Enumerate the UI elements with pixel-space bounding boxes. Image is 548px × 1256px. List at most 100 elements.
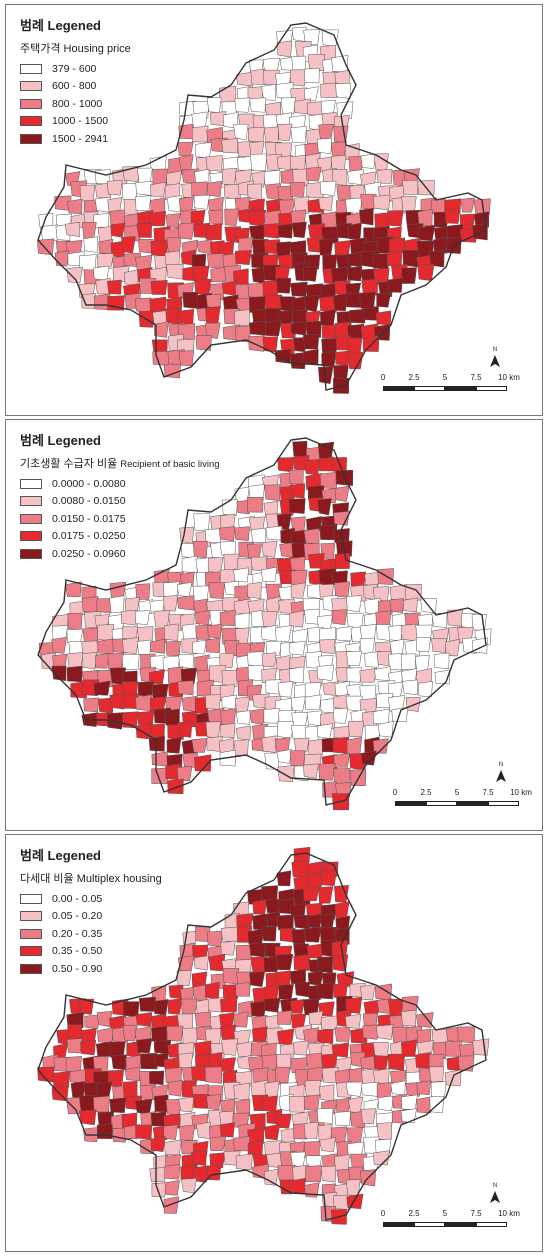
legend-label: 0.50 - 0.90: [52, 962, 103, 975]
district: [163, 623, 179, 641]
district: [316, 1108, 334, 1124]
district: [261, 611, 278, 628]
legend-label: 0.0000 - 0.0080: [52, 477, 126, 490]
district: [376, 1024, 394, 1040]
district: [193, 955, 209, 971]
district: [320, 1165, 337, 1183]
district: [373, 1068, 390, 1085]
district: [345, 292, 362, 308]
district: [205, 306, 221, 324]
legend-variable: 주택가격 Housing price: [20, 40, 131, 56]
district: [251, 1026, 268, 1042]
district: [135, 297, 152, 313]
district: [193, 1093, 210, 1109]
district: [345, 996, 363, 1014]
district: [219, 652, 234, 669]
district: [359, 667, 378, 683]
district: [362, 1024, 379, 1040]
district: [303, 1121, 319, 1139]
district: [207, 181, 223, 198]
district: [135, 195, 152, 211]
district: [320, 308, 336, 326]
district: [221, 281, 238, 296]
legend-item: 0.0150 - 0.0175: [20, 510, 220, 528]
variable-korean: 다세대 비율: [20, 873, 74, 885]
legend-variable: 다세대 비율 Multiplex housing: [20, 870, 162, 886]
district: [319, 295, 337, 313]
district: [191, 1165, 210, 1183]
legend-item: 0.0080 - 0.0150: [20, 493, 220, 511]
district: [250, 68, 266, 85]
district: [235, 1098, 251, 1116]
district: [302, 266, 318, 282]
scale-tick: 10 km: [498, 1209, 520, 1218]
district: [331, 940, 349, 957]
district: [277, 721, 295, 739]
district: [97, 253, 115, 269]
district: [359, 637, 375, 654]
district: [318, 763, 336, 781]
district: [290, 968, 306, 985]
district: [306, 516, 323, 532]
scale-tick: 2.5: [420, 788, 432, 797]
district: [290, 281, 308, 297]
district: [316, 723, 333, 739]
district: [153, 610, 171, 628]
district: [347, 351, 364, 370]
legend-swatch: [20, 513, 42, 524]
district: [248, 335, 265, 352]
district: [345, 1081, 363, 1097]
district: [247, 651, 265, 667]
district: [263, 998, 281, 1013]
district: [334, 485, 350, 502]
district: [431, 637, 447, 653]
district: [306, 100, 324, 116]
legend-swatch: [20, 928, 42, 939]
legend-item: 0.50 - 0.90: [20, 960, 162, 978]
district: [191, 1065, 207, 1082]
district: [290, 582, 306, 599]
scale-tick: 5: [442, 373, 448, 382]
legend-label: 1500 - 2941: [52, 132, 109, 145]
district: [220, 940, 236, 956]
district: [192, 984, 208, 1001]
district: [417, 263, 435, 281]
district: [84, 1014, 100, 1030]
district: [150, 239, 168, 257]
district: [389, 598, 405, 613]
district: [305, 320, 322, 338]
district: [150, 280, 168, 295]
district: [345, 695, 363, 712]
district: [320, 913, 335, 930]
district: [332, 983, 348, 999]
district: [179, 1124, 196, 1141]
district: [445, 1040, 462, 1057]
district: [430, 198, 446, 215]
district: [318, 366, 334, 384]
district: [401, 1009, 417, 1027]
district: [96, 1124, 113, 1139]
district: [457, 1026, 475, 1044]
district: [80, 1039, 97, 1056]
district: [219, 609, 236, 626]
district: [65, 1056, 82, 1073]
variable-english: Housing price: [63, 43, 131, 55]
district: [81, 222, 97, 240]
legend-swatch: [20, 963, 42, 974]
district: [317, 1028, 334, 1044]
district: [235, 981, 251, 997]
district: [81, 596, 99, 613]
district: [66, 1012, 84, 1029]
district: [222, 984, 240, 1000]
district: [472, 1038, 490, 1056]
district: [151, 1025, 168, 1044]
district: [265, 596, 281, 614]
district: [290, 126, 307, 144]
district: [401, 267, 417, 284]
district-layer: [37, 26, 491, 394]
district: [401, 1039, 418, 1057]
legend-label: 1000 - 1500: [52, 115, 109, 128]
legend: 범례 Legened 기초생활 수급자 비율 Recipient of basi…: [20, 430, 220, 563]
district: [377, 721, 394, 738]
district: [400, 1108, 418, 1124]
